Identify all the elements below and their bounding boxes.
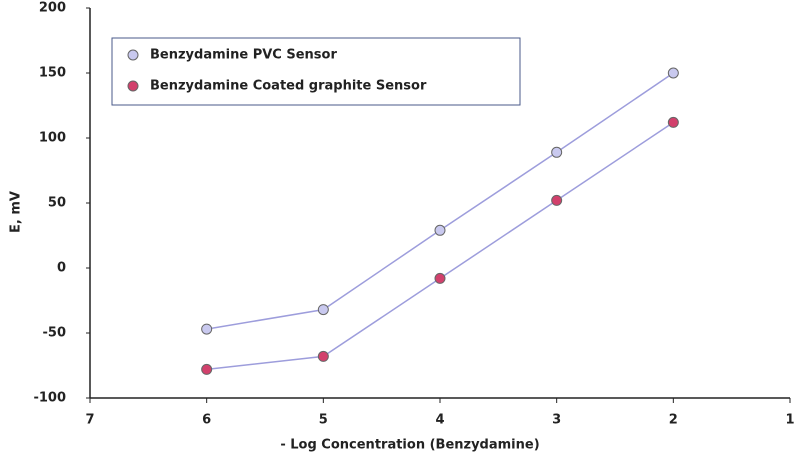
x-tick-label: 5 [319,413,328,428]
data-point [551,146,563,158]
data-point [317,304,329,316]
x-tick-label: 4 [435,413,444,428]
data-point [201,363,213,375]
x-tick-label: 6 [202,413,211,428]
data-point [201,323,213,335]
y-tick-label: 200 [39,1,66,16]
y-tick-label: -50 [43,326,67,341]
y-tick-label: 0 [57,261,66,276]
y-tick-label: 50 [48,196,66,211]
legend-marker [127,49,139,61]
series-line [206,121,674,371]
y-tick-label: -100 [33,391,66,406]
data-point [434,272,446,284]
x-tick-label: 3 [552,413,561,428]
data-point [551,194,563,206]
data-point [667,116,679,128]
y-axis-label: E, mV [9,191,24,233]
legend-label: Benzydamine PVC Sensor [150,48,337,63]
legend-marker [127,80,139,92]
legend-label: Benzydamine Coated graphite Sensor [150,79,427,94]
x-tick-label: 1 [785,413,794,428]
x-axis-label: - Log Concentration (Benzydamine) [280,438,539,453]
x-tick-label: 7 [85,413,94,428]
data-point [667,67,679,79]
y-tick-label: 100 [39,131,66,146]
legend-box [111,37,521,106]
series-line [206,72,674,330]
data-point [317,350,329,362]
x-tick-label: 2 [669,413,678,428]
y-tick-label: 150 [39,66,66,81]
data-point [434,224,446,236]
